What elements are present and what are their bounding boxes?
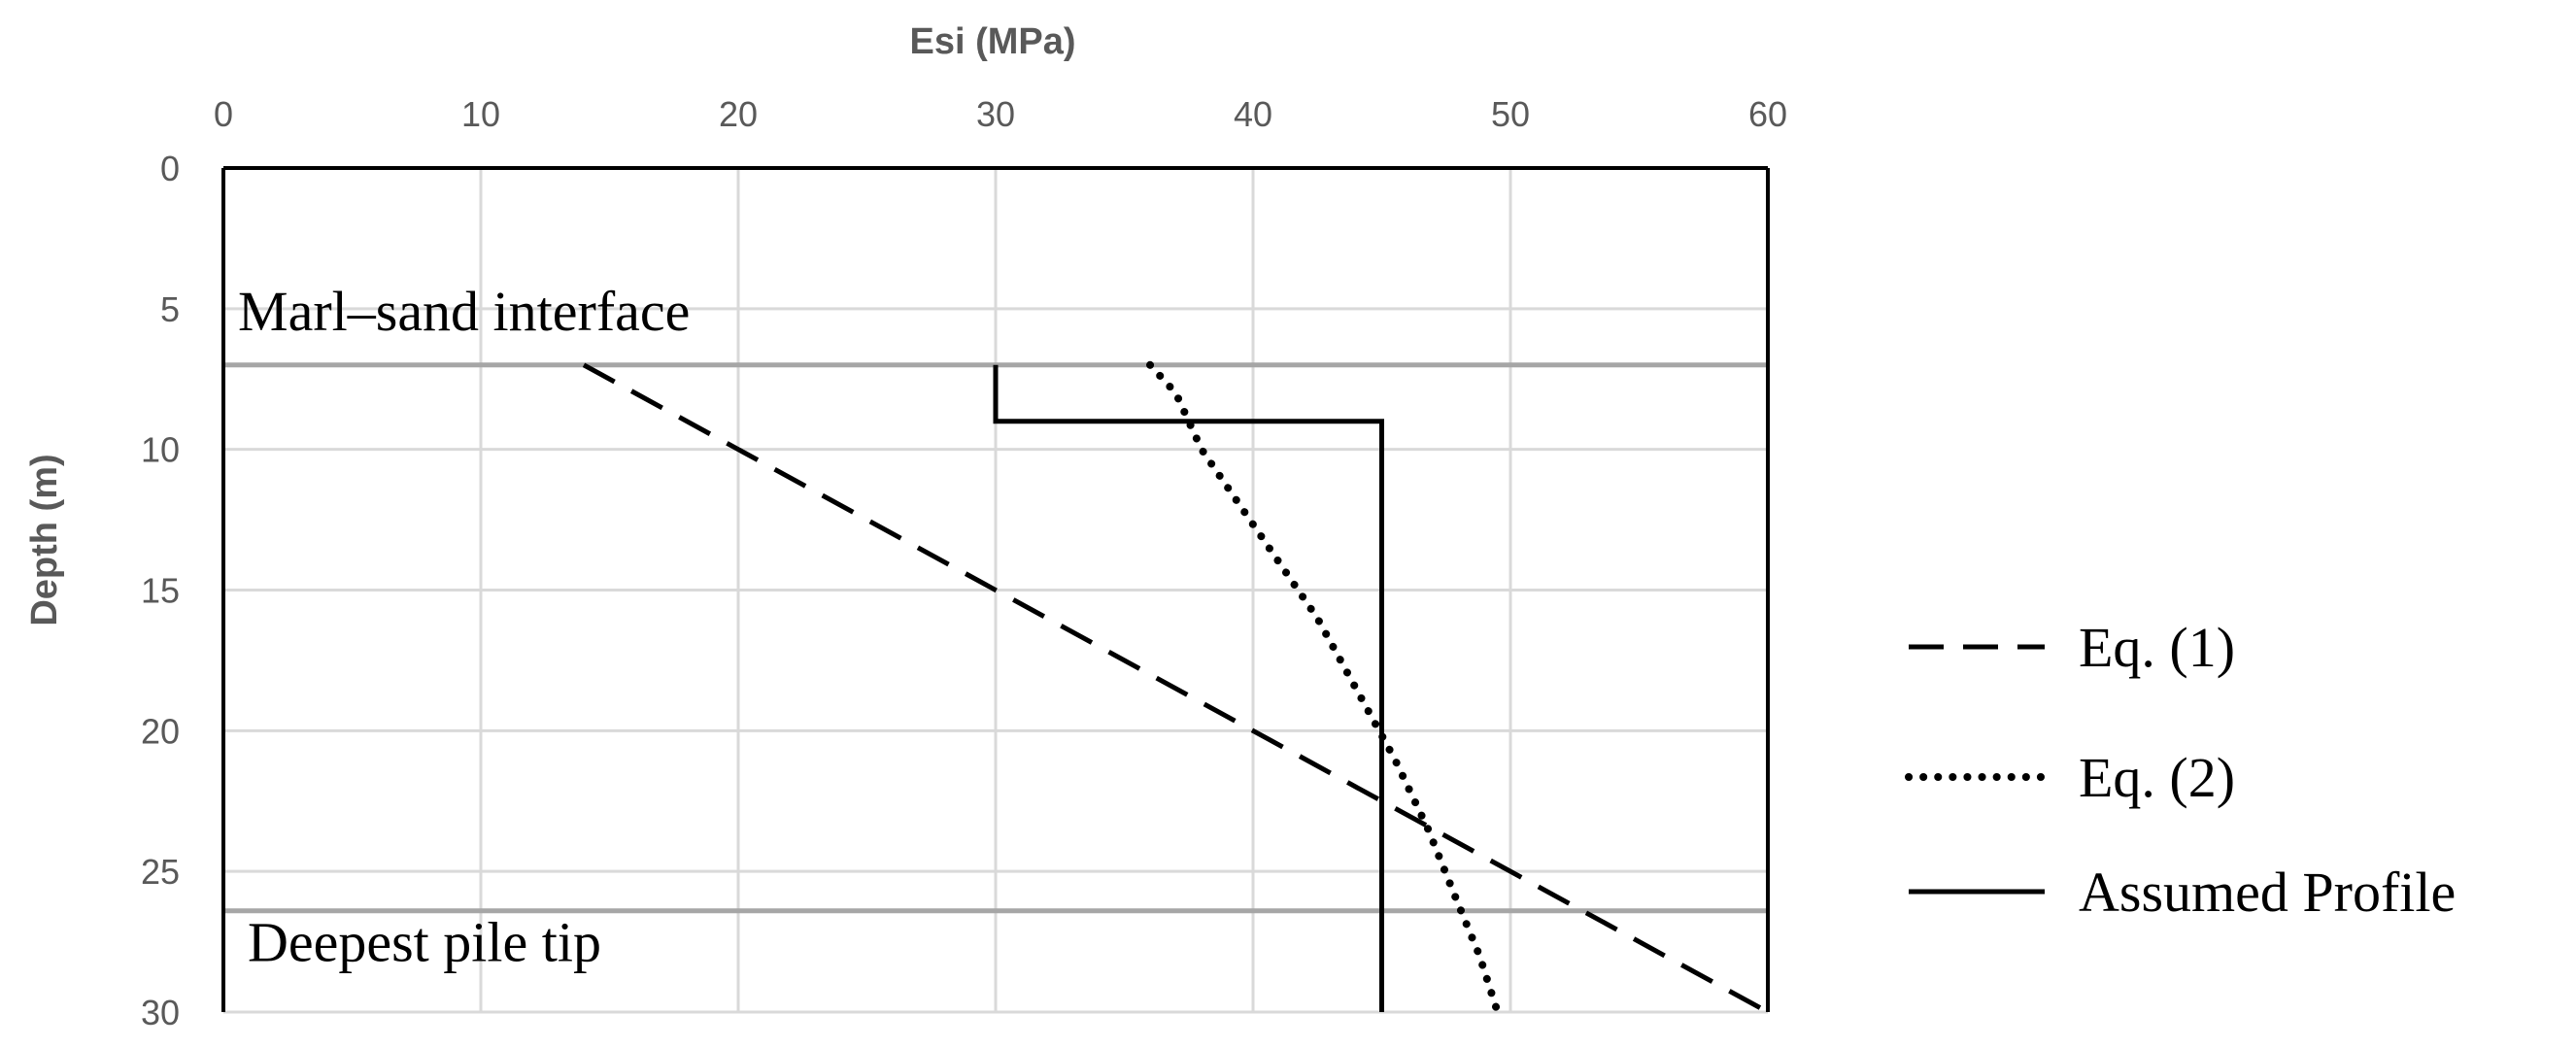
series-line-1 — [582, 362, 1770, 1015]
reference-lines-layer: Marl–sand interface Deepest pile tip — [223, 280, 1768, 974]
x-tick-label: 20 — [719, 94, 758, 134]
reference-line-label: Deepest pile tip — [248, 911, 601, 974]
reference-line-label: Marl–sand interface — [238, 280, 690, 343]
x-tick-label: 30 — [976, 94, 1015, 134]
y-axis-title: Depth (m) — [24, 454, 65, 625]
plot-frame-layer — [221, 166, 1770, 1012]
legend: Eq. (1) Eq. (2) Assumed Profile — [1905, 616, 2456, 924]
tick-labels-layer: 0 10 20 30 40 50 60 0 5 10 15 20 25 30 — [141, 94, 1787, 1032]
y-tick-label: 25 — [141, 852, 180, 892]
series-line-3 — [993, 364, 1384, 1012]
series-line-2 — [1146, 360, 1502, 1016]
legend-label-3: Assumed Profile — [2079, 861, 2456, 924]
y-tick-label: 10 — [141, 430, 180, 470]
y-tick-label: 15 — [141, 571, 180, 611]
y-tick-label: 0 — [160, 149, 180, 188]
x-tick-label: 0 — [214, 94, 233, 134]
x-tick-label: 10 — [461, 94, 500, 134]
x-tick-label: 40 — [1234, 94, 1272, 134]
y-tick-label: 20 — [141, 711, 180, 751]
legend-label-2: Eq. (2) — [2079, 746, 2235, 809]
x-tick-label: 60 — [1748, 94, 1787, 134]
legend-label-1: Eq. (1) — [2079, 616, 2235, 679]
x-tick-label: 50 — [1491, 94, 1530, 134]
x-axis-title: Esi (MPa) — [909, 21, 1075, 62]
series-layer — [582, 360, 1770, 1016]
y-tick-label: 30 — [141, 993, 180, 1032]
y-tick-label: 5 — [160, 289, 180, 329]
